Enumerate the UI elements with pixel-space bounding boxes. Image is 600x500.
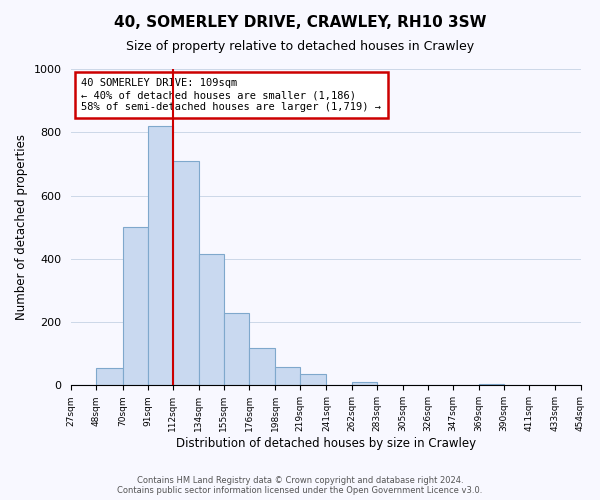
Bar: [122, 227, 148, 386]
Bar: [199, 254, 224, 386]
Bar: [352, 382, 377, 386]
Bar: [249, 348, 275, 386]
Bar: [97, 368, 122, 386]
Text: Size of property relative to detached houses in Crawley: Size of property relative to detached ho…: [126, 40, 474, 53]
Bar: [224, 312, 249, 386]
Y-axis label: Number of detached properties: Number of detached properties: [15, 134, 28, 320]
Text: Contains HM Land Registry data © Crown copyright and database right 2024.
Contai: Contains HM Land Registry data © Crown c…: [118, 476, 482, 495]
Bar: [479, 384, 504, 386]
X-axis label: Distribution of detached houses by size in Crawley: Distribution of detached houses by size …: [176, 437, 476, 450]
Bar: [173, 160, 199, 386]
Text: 40, SOMERLEY DRIVE, CRAWLEY, RH10 3SW: 40, SOMERLEY DRIVE, CRAWLEY, RH10 3SW: [114, 15, 486, 30]
Bar: [148, 126, 173, 386]
Bar: [300, 374, 326, 386]
Bar: [275, 368, 300, 386]
Text: 40 SOMERLEY DRIVE: 109sqm
← 40% of detached houses are smaller (1,186)
58% of se: 40 SOMERLEY DRIVE: 109sqm ← 40% of detac…: [82, 78, 382, 112]
